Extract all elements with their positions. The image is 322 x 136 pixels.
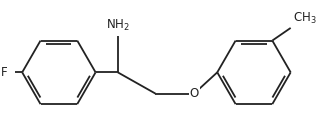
- Text: CH$_3$: CH$_3$: [293, 11, 316, 26]
- Text: O: O: [189, 87, 199, 100]
- Text: NH$_2$: NH$_2$: [106, 18, 130, 33]
- Text: F: F: [1, 66, 8, 79]
